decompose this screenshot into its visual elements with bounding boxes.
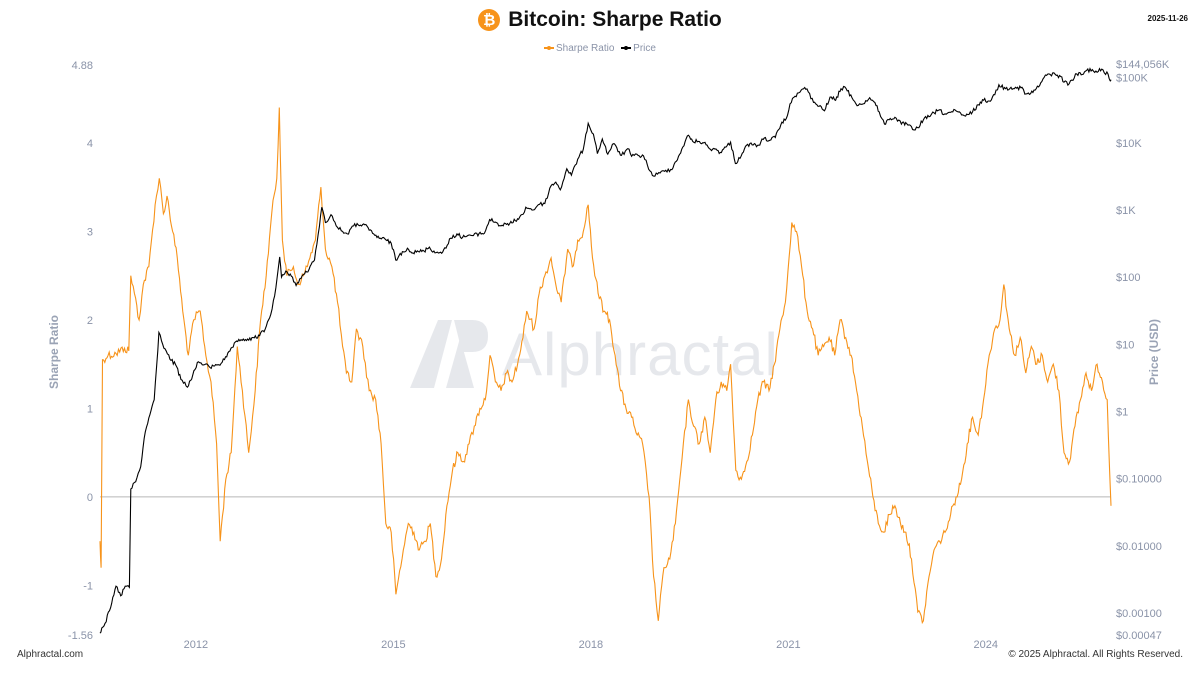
x-tick-label: 2012 <box>184 639 208 651</box>
x-axis-ticks: 2012 2015 2018 2021 2024 <box>184 639 998 651</box>
y-tick-label: 3 <box>87 226 93 238</box>
footer-source: Alphractal.com <box>17 649 84 660</box>
chart-title: Bitcoin: Sharpe Ratio <box>508 8 722 31</box>
y2-tick-label: $10K <box>1116 138 1142 150</box>
y2-tick-label: $1 <box>1116 406 1128 418</box>
series-sharpe-ratio-line <box>99 107 1112 625</box>
series-price-line <box>99 67 1112 634</box>
y-tick-label: 4 <box>87 138 93 150</box>
x-tick-label: 2015 <box>381 639 405 651</box>
y2-tick-label: $0.10000 <box>1116 474 1162 486</box>
y2-tick-label: $10 <box>1116 339 1134 351</box>
x-tick-label: 2018 <box>579 639 603 651</box>
right-axis-ticks: $144,056K $100K $10K $1K $100 $10 $1 $0.10000 $0… <box>1116 59 1170 642</box>
legend-label-sharpe-ratio: Sharpe Ratio <box>556 42 615 54</box>
y2-tick-label: $0.01000 <box>1116 541 1162 553</box>
legend-label-price: Price <box>633 42 656 54</box>
legend-swatch-price <box>621 45 632 50</box>
footer-copyright: © 2025 Alphractal. All Rights Reserved. <box>1008 649 1183 660</box>
legend-item-price[interactable]: Price <box>621 43 656 54</box>
y-axis-title: Sharpe Ratio <box>47 315 61 389</box>
y-tick-label: -1.56 <box>68 630 93 642</box>
y2-tick-label: $0.00047 <box>1116 630 1162 642</box>
x-tick-label: 2021 <box>776 639 800 651</box>
y-tick-label: 1 <box>87 403 93 415</box>
chart-legend: Sharpe Ratio Price <box>0 41 1200 54</box>
left-axis-ticks: 4.88 4 3 2 1 0 -1 -1.56 <box>68 60 93 642</box>
y-tick-label: -1 <box>83 580 93 592</box>
legend-swatch-sharpe-ratio <box>544 45 555 50</box>
y-tick-label: 4.88 <box>72 60 93 72</box>
bitcoin-logo-icon: ₿ <box>478 9 501 31</box>
date-stamp: 2025-11-26 <box>1147 14 1188 23</box>
y2-tick-label: $144,056K <box>1116 59 1170 71</box>
legend-item-sharpe-ratio[interactable]: Sharpe Ratio <box>544 43 614 54</box>
y2-tick-label: $0.00100 <box>1116 608 1162 620</box>
y2-tick-label: $1K <box>1116 205 1136 217</box>
y-tick-label: 0 <box>87 492 93 504</box>
y-tick-label: 2 <box>87 315 93 327</box>
y2-axis-title: Price (USD) <box>1147 319 1161 385</box>
y2-tick-label: $100 <box>1116 272 1140 284</box>
y2-tick-label: $100K <box>1116 73 1148 85</box>
chart-header: ₿ Bitcoin: Sharpe Ratio <box>0 8 1200 38</box>
x-tick-label: 2024 <box>974 639 998 651</box>
